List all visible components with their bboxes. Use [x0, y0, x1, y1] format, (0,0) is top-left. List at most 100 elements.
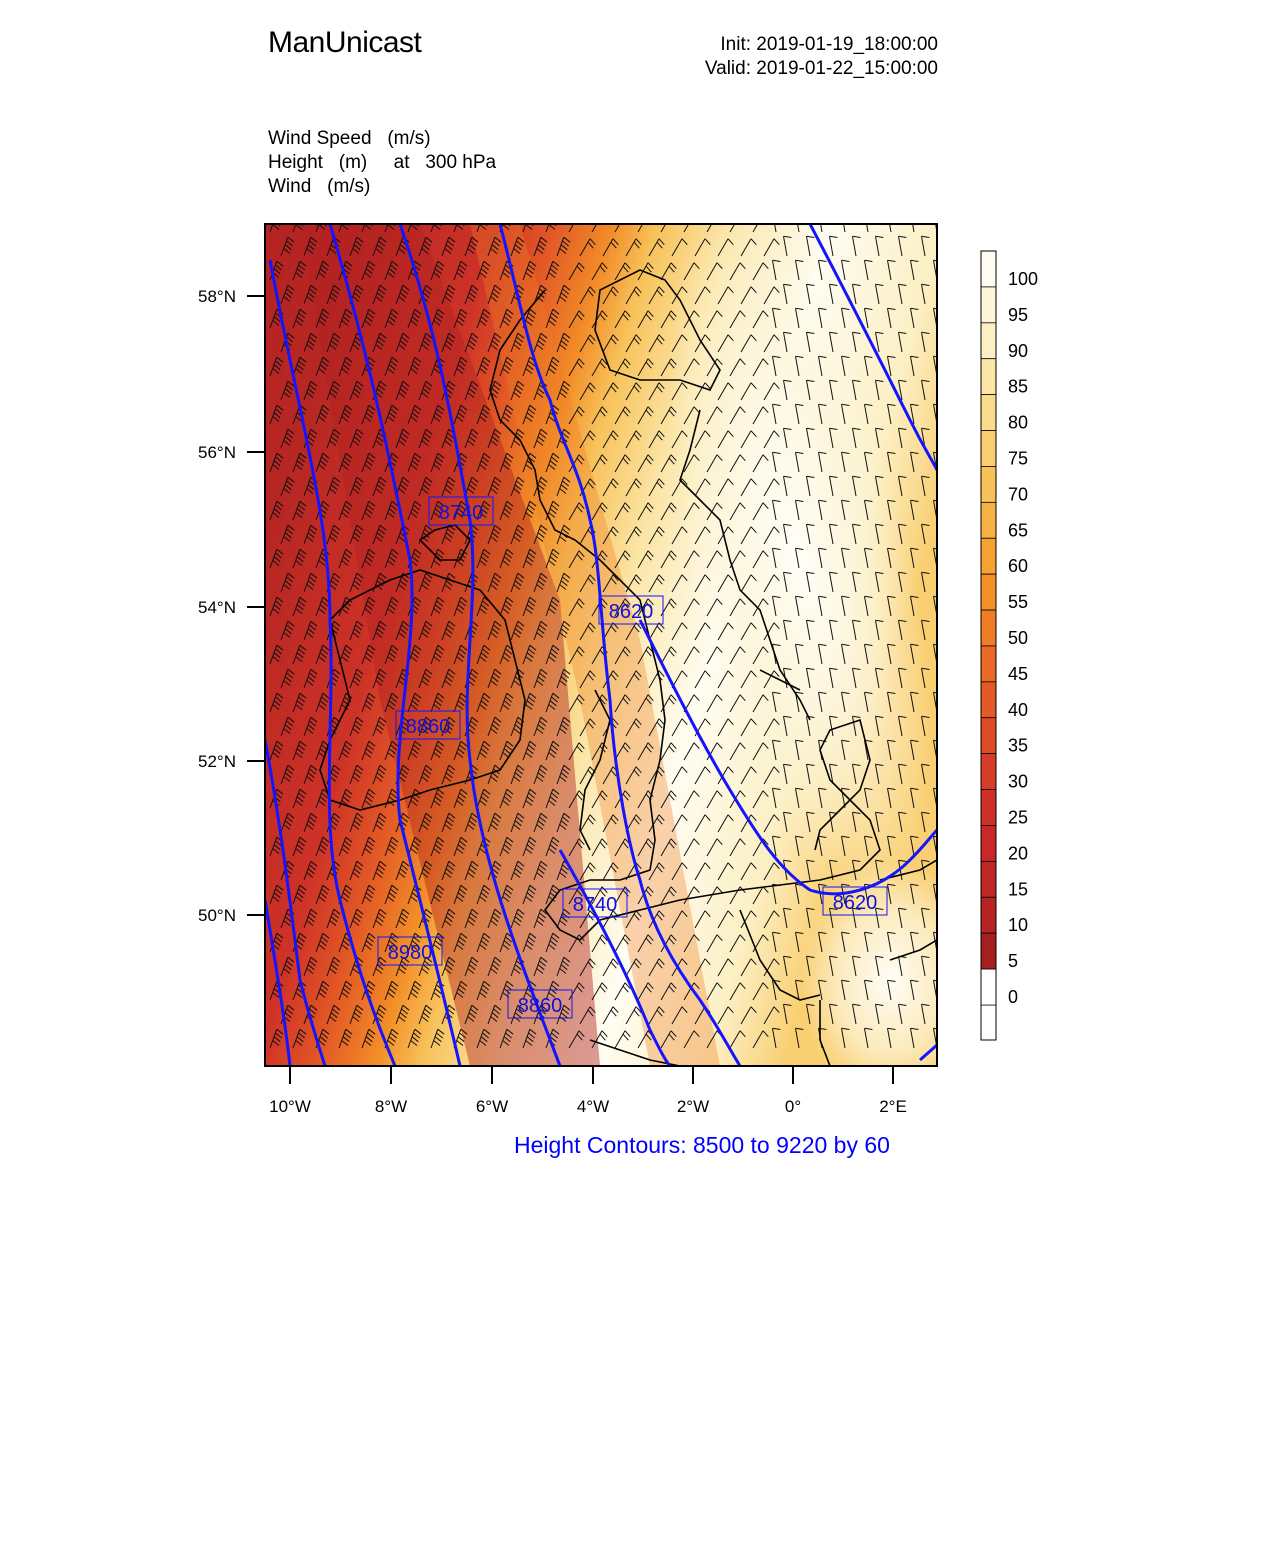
wind-barb [349, 380, 364, 401]
wind-barb [338, 740, 353, 761]
wind-barb [625, 718, 642, 737]
wind-barb [487, 812, 502, 833]
wind-barb [361, 308, 376, 329]
wind-barb [476, 980, 491, 1001]
wind-barb [945, 236, 953, 256]
wind-barb [772, 787, 781, 809]
wind-barb [441, 428, 456, 449]
wind-barb [292, 692, 307, 713]
wind-barb [637, 694, 654, 713]
wind-barb [694, 958, 711, 977]
wind-barb [418, 860, 433, 881]
colorbar-swatch [980, 681, 997, 719]
wind-barb [706, 694, 723, 713]
wind-barb [372, 476, 387, 497]
wind-barb [487, 428, 502, 449]
wind-barb [910, 979, 919, 1001]
wind-barb [898, 427, 907, 449]
wind-barb [315, 596, 330, 617]
wind-barb [921, 907, 930, 929]
wind-barb [683, 262, 700, 281]
wind-barb [384, 980, 399, 1001]
wind-barb [841, 547, 850, 569]
wind-barb [945, 860, 953, 880]
wind-barb [829, 283, 838, 305]
wind-barb [269, 404, 284, 425]
wind-barb [875, 667, 884, 689]
wind-barb [706, 742, 723, 761]
svg-text:8860: 8860 [406, 716, 451, 738]
wind-barb [292, 308, 307, 329]
wind-barb [510, 860, 525, 881]
wind-barb [464, 908, 479, 929]
colorbar-label: 5 [1008, 951, 1018, 971]
wind-barb [806, 667, 815, 689]
wind-barb [763, 526, 780, 545]
wind-barb [476, 884, 491, 905]
wind-barb [453, 788, 468, 809]
wind-barb [453, 452, 468, 473]
wind-barb [852, 331, 861, 353]
wind-barb [533, 236, 548, 257]
wind-barb [303, 620, 318, 641]
wind-barb [384, 452, 399, 473]
wind-barb [887, 547, 896, 569]
wind-barb [683, 454, 700, 473]
wind-barb [729, 1030, 746, 1049]
wind-barb [864, 787, 873, 809]
wind-barb [499, 1028, 514, 1049]
wind-barb [430, 596, 445, 617]
wind-barb [694, 862, 711, 881]
wind-barb [852, 1003, 861, 1025]
wind-barb [898, 907, 907, 929]
wind-barb [602, 862, 619, 881]
wind-barb [887, 595, 896, 617]
wind-barb [315, 836, 330, 857]
wind-barb [349, 572, 364, 593]
colorbar-label: 55 [1008, 592, 1028, 612]
wind-barb [533, 524, 548, 545]
wind-barb [453, 644, 468, 665]
wind-barb [625, 238, 642, 257]
wind-barb [395, 1004, 410, 1025]
wind-barb [476, 932, 491, 953]
wind-barb [407, 308, 422, 329]
wind-barb [772, 931, 781, 953]
wind-barb [487, 284, 502, 305]
wind-barb [384, 740, 399, 761]
wind-barb [694, 622, 711, 641]
wind-barb [717, 1006, 734, 1025]
wind-barb [875, 283, 884, 305]
wind-barb [740, 1006, 757, 1025]
wind-barb [910, 259, 919, 281]
wind-barb [683, 502, 700, 521]
wind-barb [338, 980, 353, 1001]
colorbar-swatch [980, 825, 997, 862]
contour-label: 8860 [395, 710, 461, 740]
contour-label: 8980 [377, 936, 443, 966]
wind-barb [579, 622, 596, 641]
wind-barb [829, 763, 838, 785]
wind-barb [418, 428, 433, 449]
wind-barb [852, 859, 861, 881]
wind-barb [372, 668, 387, 689]
wind-barb [614, 262, 631, 281]
wind-barb [717, 814, 734, 833]
wind-barb [487, 380, 502, 401]
wind-barb [866, 224, 869, 233]
wind-barb [921, 379, 930, 401]
wind-barb [648, 1006, 665, 1025]
wind-barb [614, 502, 631, 521]
wind-barb [510, 908, 525, 929]
wind-barb [875, 235, 884, 257]
wind-barb [545, 548, 560, 569]
wind-barb [729, 646, 746, 665]
colorbar-label: 95 [1008, 305, 1028, 325]
wind-barb [910, 355, 919, 377]
wind-barb [579, 958, 596, 977]
wind-barb [921, 859, 930, 881]
wind-barb [395, 860, 410, 881]
wind-barb [841, 499, 850, 521]
wind-barb [671, 766, 688, 785]
wind-barb [875, 811, 884, 833]
